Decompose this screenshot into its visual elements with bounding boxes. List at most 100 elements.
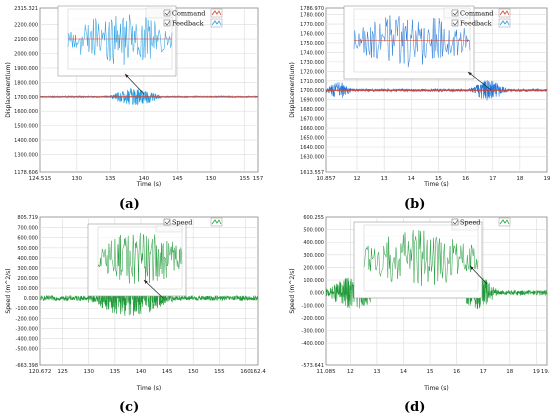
legend-label-command: Command — [460, 10, 493, 18]
x-axis-label: Time (s) — [136, 181, 161, 188]
chart-panel-c: 805.719 700.000 600.000 500.000 400.000 300.0… — [5, 215, 266, 392]
x-tick-label: 17 — [480, 369, 487, 375]
x-tick-label: 11.085 — [316, 369, 336, 375]
y-tick-label: 1630.000 — [300, 154, 324, 160]
x-tick-label: 130 — [72, 176, 83, 182]
y-tick-label: 0.000 — [24, 296, 38, 302]
x-tick-label: 15 — [427, 369, 434, 375]
y-tick-label: 200.000 — [17, 276, 38, 282]
y-tick-label: -400.000 — [302, 341, 324, 347]
caption-b: (b) — [404, 197, 426, 212]
y-tick-label: 1500.000 — [14, 124, 38, 130]
x-tick-label: 135 — [110, 369, 121, 375]
legend-label-speed: Speed — [172, 219, 192, 227]
x-tick-label: 13 — [373, 369, 380, 375]
y-tick-label: 1750.000 — [300, 41, 324, 47]
y-tick-label: 805.719 — [17, 215, 38, 221]
legend-checkbox — [451, 9, 459, 17]
zoom-arrow — [469, 265, 488, 285]
caption-c: (c) — [119, 400, 140, 415]
check-icon — [452, 20, 459, 26]
x-tick-label: 145 — [172, 176, 183, 182]
x-tick-label: 17 — [489, 176, 496, 182]
check-icon — [164, 10, 171, 16]
x-tick-label: 145 — [162, 369, 173, 375]
x-tick-label: 155 — [239, 176, 250, 182]
y-tick-label: -300.000 — [16, 326, 38, 332]
y-tick-label: 1720.000 — [300, 69, 324, 75]
inset-series-line — [97, 232, 183, 284]
inset-series-line — [67, 14, 173, 65]
x-tick-label: 130 — [83, 369, 94, 375]
x-tick-label: 10.857 — [316, 176, 336, 182]
y-tick-label: 1650.000 — [300, 136, 324, 142]
legend-checkbox — [163, 9, 171, 17]
x-tick-label: 124.515 — [29, 176, 52, 182]
y-tick-label: 1760.000 — [300, 32, 324, 38]
x-tick-label: 140 — [136, 369, 147, 375]
y-tick-label: 1690.000 — [300, 98, 324, 104]
x-tick-label: 140 — [139, 176, 150, 182]
x-tick-label: 14 — [408, 176, 415, 182]
zoom-arrow-head — [144, 280, 148, 284]
y-tick-label: 600.255 — [303, 215, 324, 221]
y-tick-label: 100.000 — [17, 286, 38, 292]
y-tick-label: 1740.000 — [300, 50, 324, 56]
legend-checkbox — [163, 19, 171, 27]
x-tick-label: 12 — [354, 176, 361, 182]
y-axis-label: Displacement(um) — [289, 62, 296, 118]
x-axis-label: Time (s) — [136, 385, 161, 392]
x-tick-label: 157 — [253, 176, 264, 182]
y-axis-label: Displacement(um) — [5, 62, 12, 118]
y-tick-label: 1400.000 — [14, 138, 38, 144]
y-tick-label: 1800.000 — [14, 80, 38, 86]
y-tick-label: 700.000 — [17, 226, 38, 232]
legend-label-speed: Speed — [460, 219, 480, 227]
y-tick-label: -573.641 — [302, 363, 324, 369]
y-tick-label: 400.000 — [303, 240, 324, 246]
y-tick-label: -100.000 — [16, 306, 38, 312]
series-line-speed — [39, 280, 259, 316]
y-tick-label: 1680.000 — [300, 107, 324, 113]
y-tick-label: 1700.000 — [14, 95, 38, 101]
caption-d: (d) — [404, 400, 426, 415]
legend-label-feedback: Feedback — [460, 20, 492, 28]
y-tick-label: 1730.000 — [300, 60, 324, 66]
y-tick-label: 1780.000 — [300, 13, 324, 19]
x-tick-label: 19.4 — [541, 369, 550, 375]
y-tick-label: 1710.000 — [300, 79, 324, 85]
legend-line-icon — [211, 10, 222, 16]
y-tick-label: 1700.000 — [300, 88, 324, 94]
y-tick-label: 400.000 — [17, 256, 38, 262]
y-tick-label: 100.000 — [303, 278, 324, 284]
y-tick-label: 600.000 — [17, 236, 38, 242]
x-tick-label: 19 — [533, 369, 540, 375]
y-tick-label: -500.000 — [16, 347, 38, 353]
y-tick-label: 2315.321 — [14, 6, 38, 12]
x-tick-label: 160 — [240, 369, 251, 375]
zoom-arrow — [124, 73, 145, 95]
y-tick-label: -663.398 — [16, 363, 38, 369]
y-tick-label: 1660.000 — [300, 126, 324, 132]
y-tick-label: 2200.000 — [14, 23, 38, 29]
inset-series-line — [363, 230, 479, 286]
y-tick-label: 200.000 — [303, 265, 324, 271]
x-tick-label: 120.672 — [29, 369, 52, 375]
y-tick-label: 1640.000 — [300, 145, 324, 151]
x-tick-label: 14 — [400, 369, 407, 375]
check-icon — [452, 219, 459, 225]
caption-a: (a) — [119, 197, 140, 212]
y-axis-label: Speed (m^2/s) — [5, 268, 12, 313]
zoom-arrow-head — [468, 72, 472, 76]
legend-line-icon — [499, 20, 510, 26]
y-tick-label: -100.000 — [302, 303, 324, 309]
x-tick-label: 162.4 — [250, 369, 266, 375]
x-tick-label: 13 — [381, 176, 388, 182]
y-tick-label: 1600.000 — [14, 109, 38, 115]
x-tick-label: 150 — [206, 176, 217, 182]
y-tick-label: 300.000 — [303, 253, 324, 259]
y-tick-label: 1670.000 — [300, 117, 324, 123]
y-tick-label: 300.000 — [17, 266, 38, 272]
